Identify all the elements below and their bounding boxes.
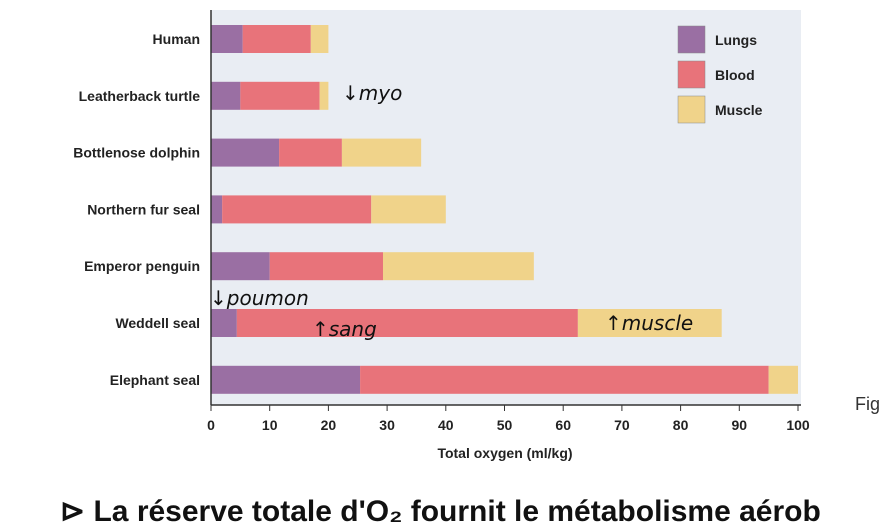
bar-muscle [341, 138, 422, 167]
legend-swatch-muscle [677, 95, 706, 124]
bar-blood [279, 138, 342, 167]
figure-label: Fig [855, 394, 881, 414]
x-tick-label: 0 [207, 417, 215, 433]
category-label: Human [153, 31, 200, 47]
x-tick-label: 10 [262, 417, 278, 433]
x-tick-label: 50 [497, 417, 513, 433]
x-tick-label: 90 [732, 417, 748, 433]
x-tick-label: 40 [438, 417, 454, 433]
x-tick-label: 20 [321, 417, 337, 433]
legend-label: Blood [715, 67, 755, 83]
bar-lungs [211, 195, 223, 224]
x-tick-label: 100 [786, 417, 810, 433]
legend-swatch-lungs [677, 25, 706, 54]
category-label: Leatherback turtle [79, 88, 201, 104]
x-tick-label: 70 [614, 417, 630, 433]
bar-lungs [211, 25, 243, 53]
x-tick-label: 60 [555, 417, 571, 433]
bar-lungs [211, 252, 270, 281]
bar-muscle [310, 25, 329, 53]
bar-lungs [211, 365, 361, 394]
bar-lungs [211, 138, 280, 167]
bar-muscle [382, 252, 534, 281]
handwritten-annotation: ↑muscle [605, 311, 693, 335]
bar-blood [269, 252, 383, 281]
x-tick-label: 30 [379, 417, 395, 433]
category-label: Elephant seal [110, 372, 200, 388]
bar-blood [360, 365, 769, 394]
bar-muscle [371, 195, 446, 224]
bar-blood [236, 309, 578, 337]
bar-muscle [577, 309, 722, 337]
category-label: Northern fur seal [87, 201, 200, 217]
oxygen-stacked-bar-chart: Human Leatherback turtle Bottlenose dolphi… [73, 10, 810, 461]
category-label: Bottlenose dolphin [73, 145, 200, 161]
bar-muscle [768, 365, 798, 394]
handwritten-annotation: ↓poumon [210, 286, 309, 310]
legend-label: Lungs [715, 32, 757, 48]
bar-blood [240, 81, 320, 110]
handwritten-annotation: ↑sang [312, 317, 377, 341]
category-label: Weddell seal [115, 315, 200, 331]
legend-swatch-blood [677, 60, 706, 89]
bar-blood [222, 195, 372, 224]
bar-lungs [211, 309, 237, 337]
x-tick-label: 80 [673, 417, 689, 433]
legend-label: Muscle [715, 102, 763, 118]
x-axis-title: Total oxygen (ml/kg) [437, 445, 572, 461]
bar-muscle [319, 81, 329, 110]
bar-blood [242, 25, 311, 53]
category-label: Emperor penguin [84, 258, 200, 274]
handwritten-annotation: ↓myo [342, 81, 402, 105]
bar-lungs [211, 81, 241, 110]
